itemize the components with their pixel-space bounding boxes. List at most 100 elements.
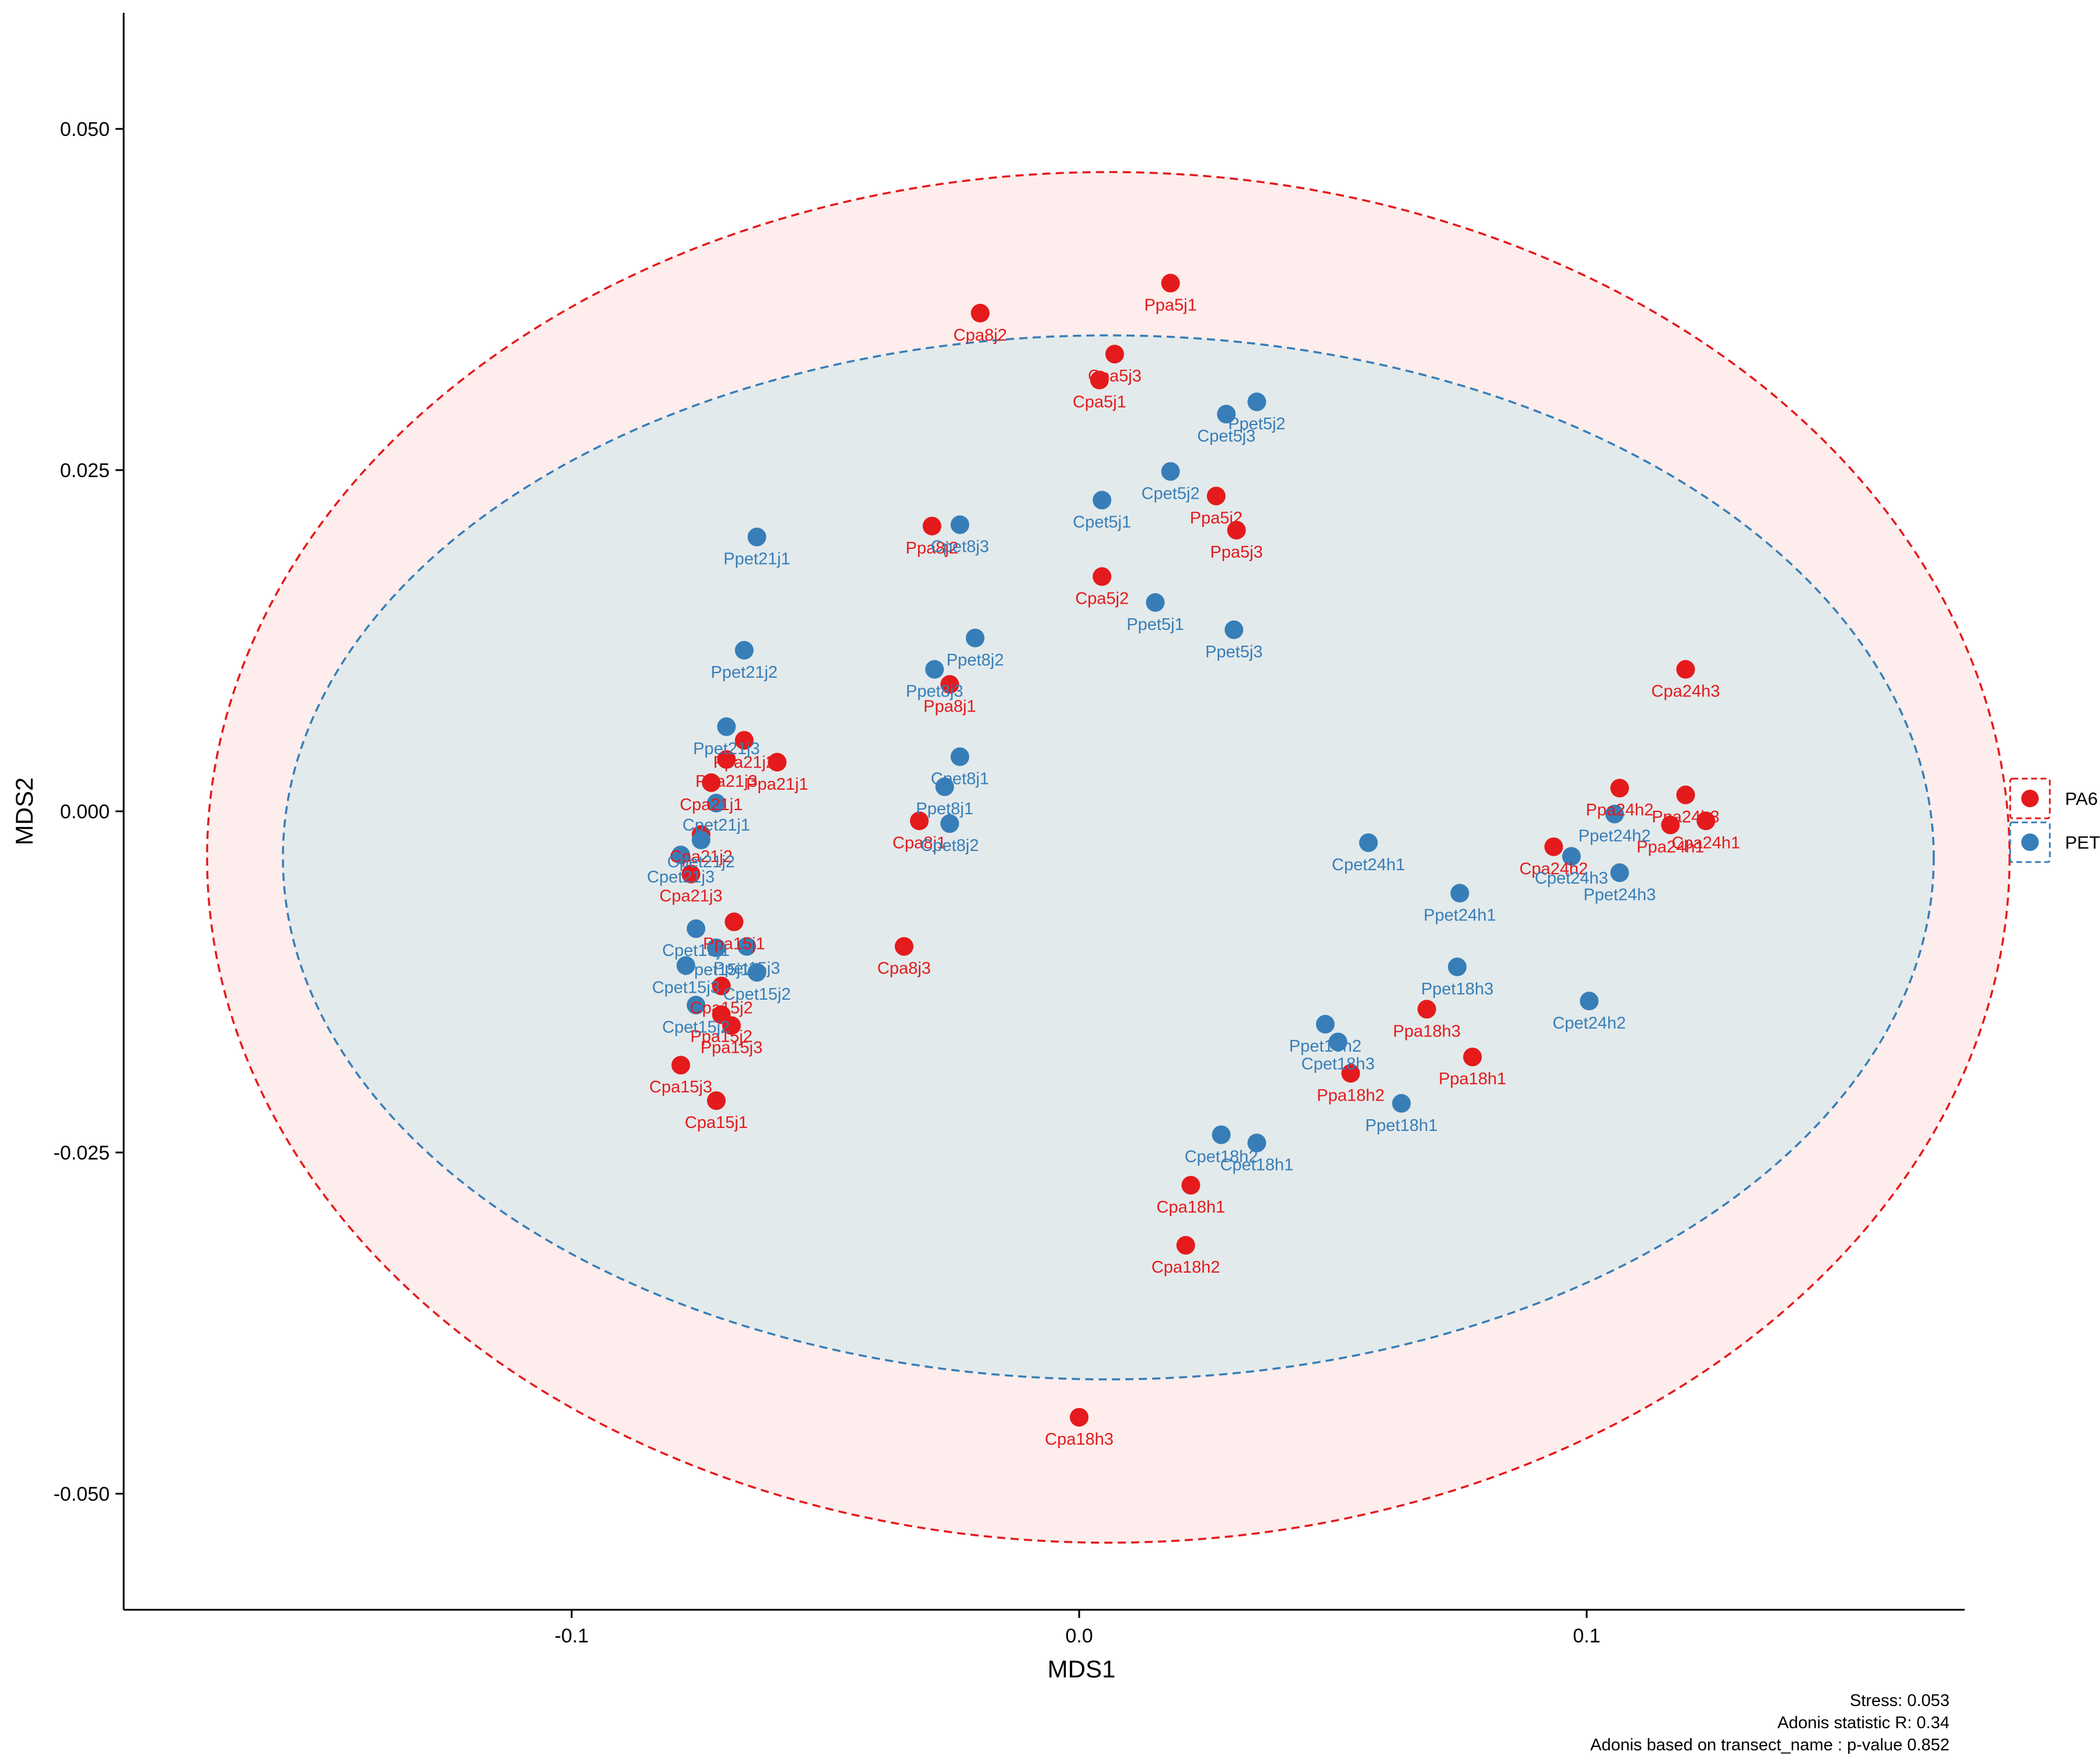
point-ppa21j2[interactable] [734,731,754,750]
point-cpet15j1[interactable] [687,919,706,938]
data-points [671,274,1716,1427]
point-label-cpet15j1: Cpet15j1 [662,941,730,960]
point-cpet18h3[interactable] [1328,1032,1348,1052]
x-tick-label: -0.1 [555,1625,589,1647]
point-cpa24h1[interactable] [1696,811,1716,831]
point-ppet5j2[interactable] [1247,393,1266,411]
point-ppet24h1[interactable] [1450,884,1469,903]
point-label-ppet21j1: Ppet21j1 [723,550,790,569]
point-label-cpa24h2: Cpa24h2 [1520,860,1588,878]
point-ppa21j3[interactable] [717,750,736,769]
point-ppet15j1[interactable] [706,938,726,957]
point-cpa15j3[interactable] [671,1056,691,1075]
point-ppet24h2[interactable] [1605,804,1624,824]
point-ppet5j1[interactable] [1146,593,1165,612]
point-ppa5j1[interactable] [1161,274,1180,293]
point-ppa24h1[interactable] [1661,815,1680,835]
point-cpa18h1[interactable] [1181,1176,1200,1195]
point-ppet24h3[interactable] [1610,863,1629,882]
point-ppet5j3[interactable] [1224,620,1244,639]
point-ppa5j2[interactable] [1206,486,1226,506]
point-label-ppa15j3: Ppa15j3 [701,1038,762,1057]
point-cpa15j1[interactable] [706,1091,726,1111]
point-ppa15j1[interactable] [724,912,744,931]
point-ppa5j3[interactable] [1227,520,1246,540]
point-ppet8j1[interactable] [935,777,954,796]
point-ppa24h2[interactable] [1610,779,1629,798]
point-cpet15j2[interactable] [687,996,706,1015]
point-cpa24h2[interactable] [1544,837,1563,856]
point-cpa21j1[interactable] [702,773,721,792]
point-cpa18h3[interactable] [1070,1407,1088,1427]
point-label-cpa15j3: Cpa15j3 [649,1078,712,1097]
point-ppa18h3[interactable] [1417,1000,1436,1019]
point-label-cpet15j2: Cpet15j2 [723,985,791,1004]
y-tick-label: 0.025 [60,460,110,482]
point-ppet21j3[interactable] [717,717,736,736]
point-cpet5j1[interactable] [1093,491,1112,510]
point-ppa18h1[interactable] [1463,1048,1482,1067]
point-cpet15j3[interactable] [676,956,695,975]
point-ppet8j2[interactable] [965,628,985,647]
point-cpa24h3[interactable] [1676,660,1695,679]
point-label-cpet21j2: Cpet21j2 [667,853,735,871]
point-cpet5j3[interactable] [1217,405,1236,424]
point-ppet18h1[interactable] [1392,1094,1411,1113]
point-cpa8j3[interactable] [894,937,914,956]
legend-item-pet[interactable]: PET [2009,821,2100,863]
point-ppa8j1[interactable] [940,675,960,694]
point-ppet8j3[interactable] [925,660,944,679]
point-cpa15j2[interactable] [712,976,731,996]
point-cpet21j1[interactable] [706,793,726,812]
point-ppa21j1[interactable] [768,752,787,772]
point-label-cpet15j2: Cpet15j2 [662,1018,730,1036]
point-ppa15j3[interactable] [722,1016,741,1035]
point-ppet18h3[interactable] [1448,957,1467,976]
point-label-cpet24h1: Cpet24h1 [1332,856,1405,874]
point-ppet21j1[interactable] [747,527,766,547]
point-cpa8j1[interactable] [909,811,929,831]
point-ppet18h2[interactable] [1315,1015,1335,1034]
point-cpa5j3[interactable] [1105,345,1124,364]
point-cpet24h1[interactable] [1359,833,1378,852]
point-ppa24h3[interactable] [1676,785,1695,804]
point-cpet8j3[interactable] [950,515,970,534]
point-label-ppet18h3: Ppet18h3 [1421,980,1493,999]
point-label-cpet15j3: Cpet15j3 [652,978,720,997]
point-label-cpet5j1: Cpet5j1 [1073,513,1131,531]
point-cpa5j2[interactable] [1093,567,1112,586]
ellipse-pet [282,334,1935,1381]
point-cpet18h1[interactable] [1247,1133,1266,1153]
point-label-cpa18h3: Cpa18h3 [1045,1430,1114,1449]
point-cpa18h2[interactable] [1176,1236,1195,1255]
tick-labels: -0.1 0.0 0.1 0.050 0.025 0.000 -0.025 -0.050 [54,118,1601,1647]
point-label-ppa18h2: Ppa18h2 [1317,1086,1384,1105]
point-label-ppet5j3: Ppet5j3 [1205,643,1262,661]
point-cpa5j1[interactable] [1090,370,1109,390]
point-cpet24h3[interactable] [1562,847,1581,866]
point-ppa8j2[interactable] [922,516,942,535]
point-cpa8j2[interactable] [971,303,990,323]
y-tick-label: 0.050 [60,118,110,141]
point-cpet8j1[interactable] [950,747,970,766]
point-ppet15j3[interactable] [737,937,757,956]
point-label-cpa18h1: Cpa18h1 [1157,1198,1226,1217]
point-cpet8j2[interactable] [940,814,960,833]
point-label-ppa21j3: Ppa21j3 [695,772,757,791]
point-label-ppet8j1: Ppet8j1 [916,800,973,818]
point-cpet21j3[interactable] [671,845,691,864]
y-tick-label: 0.000 [60,801,110,823]
legend-key-pet [2009,821,2051,863]
point-ppet21j2[interactable] [734,640,754,660]
point-cpet24h2[interactable] [1580,992,1599,1011]
x-tick-label: 0.1 [1573,1625,1600,1647]
point-cpet21j2[interactable] [691,831,710,850]
point-label-cpet21j1: Cpet21j1 [682,816,750,835]
point-ppa18h2[interactable] [1341,1064,1360,1083]
point-label-ppa15j1: Ppa15j1 [703,935,765,954]
point-cpet15j2[interactable] [747,963,766,982]
point-cpet18h2[interactable] [1212,1125,1231,1144]
legend-item-pa6[interactable]: PA6 [2009,777,2098,819]
point-cpa21j3[interactable] [681,864,701,884]
point-cpet5j2[interactable] [1161,462,1180,481]
